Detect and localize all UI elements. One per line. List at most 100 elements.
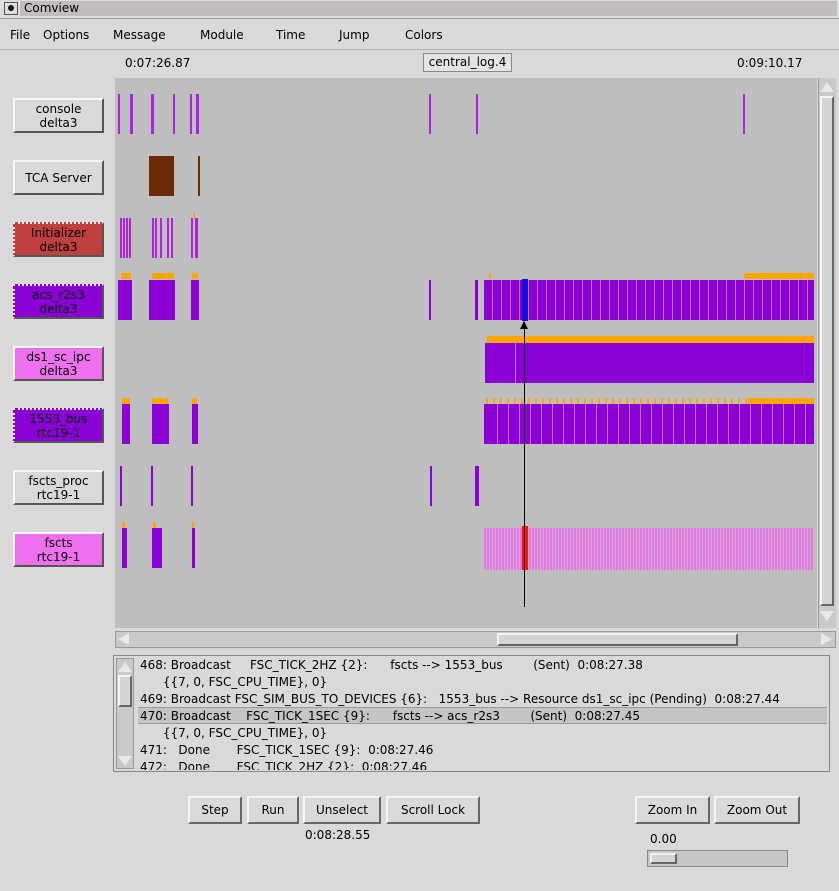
timeline-tick[interactable] bbox=[794, 404, 795, 444]
timeline-tick[interactable] bbox=[717, 404, 718, 444]
zoom-in-button[interactable]: Zoom In bbox=[635, 796, 710, 824]
timeline-tick[interactable] bbox=[673, 404, 674, 444]
timeline-tick[interactable] bbox=[727, 528, 729, 570]
timeline-marker[interactable] bbox=[703, 398, 705, 404]
timeline-tick[interactable] bbox=[499, 528, 501, 570]
menu-message[interactable]: Message bbox=[113, 28, 166, 42]
timeline-marker[interactable] bbox=[626, 398, 628, 404]
timeline-tick[interactable] bbox=[790, 528, 792, 570]
timeline-marker[interactable] bbox=[121, 273, 131, 279]
timeline-tick[interactable] bbox=[511, 528, 513, 570]
timeline-marker[interactable] bbox=[489, 273, 491, 279]
timeline-event-bar[interactable] bbox=[122, 528, 127, 568]
scroll-up-icon[interactable] bbox=[118, 661, 132, 673]
title-area[interactable]: Comview bbox=[20, 1, 837, 16]
timeline-tick[interactable] bbox=[802, 528, 804, 570]
timeline-tick[interactable] bbox=[670, 528, 672, 570]
timeline-tick[interactable] bbox=[751, 528, 753, 570]
timeline-tick[interactable] bbox=[574, 404, 575, 444]
timeline-tick[interactable] bbox=[771, 280, 772, 320]
timeline-tick[interactable] bbox=[629, 404, 630, 444]
timeline-tick[interactable] bbox=[559, 528, 561, 570]
timeline-tick[interactable] bbox=[568, 528, 570, 570]
timeline-tick[interactable] bbox=[685, 528, 687, 570]
timeline-tick[interactable] bbox=[688, 528, 690, 570]
timeline-tick[interactable] bbox=[577, 528, 579, 570]
timeline-tick[interactable] bbox=[640, 528, 642, 570]
timeline-tick[interactable] bbox=[634, 528, 636, 570]
timeline-tick[interactable] bbox=[807, 280, 808, 320]
scroll-thumb[interactable] bbox=[118, 675, 132, 707]
timeline-tick[interactable] bbox=[541, 528, 543, 570]
timeline-tick[interactable] bbox=[750, 404, 751, 444]
timeline-tick[interactable] bbox=[783, 404, 784, 444]
timeline-tick[interactable] bbox=[508, 404, 509, 444]
timeline-event-bar[interactable] bbox=[130, 94, 133, 134]
timeline-tick[interactable] bbox=[805, 404, 806, 444]
timeline-event-bar[interactable] bbox=[167, 218, 169, 258]
scroll-thumb[interactable] bbox=[820, 96, 834, 606]
timeline-event-bar[interactable] bbox=[120, 218, 122, 258]
timeline-tick[interactable] bbox=[535, 528, 537, 570]
timeline-marker[interactable] bbox=[542, 398, 544, 404]
timeline-tick[interactable] bbox=[487, 528, 489, 570]
timeline-tick[interactable] bbox=[733, 528, 735, 570]
timeline-tick[interactable] bbox=[672, 280, 673, 320]
timeline-tick[interactable] bbox=[744, 280, 745, 320]
timeline-tick[interactable] bbox=[492, 280, 493, 320]
timeline-marker[interactable] bbox=[710, 398, 712, 404]
timeline-tick[interactable] bbox=[787, 528, 789, 570]
timeline-tick[interactable] bbox=[679, 528, 681, 570]
timeline-marker[interactable] bbox=[731, 398, 733, 404]
message-line[interactable]: 469: Broadcast FSC_SIM_BUS_TO_DEVICES {6… bbox=[140, 692, 780, 706]
timeline-tick[interactable] bbox=[618, 404, 619, 444]
timeline-tick[interactable] bbox=[717, 280, 718, 320]
timeline-tick[interactable] bbox=[798, 280, 799, 320]
timeline-tick[interactable] bbox=[493, 528, 495, 570]
timeline-marker[interactable] bbox=[193, 213, 195, 218]
timeline-tick[interactable] bbox=[616, 528, 618, 570]
timeline-tick[interactable] bbox=[515, 343, 516, 383]
timeline-tick[interactable] bbox=[586, 528, 588, 570]
timeline-tick[interactable] bbox=[754, 528, 756, 570]
timeline-marker[interactable] bbox=[486, 398, 488, 404]
timeline-tick[interactable] bbox=[718, 528, 720, 570]
timeline-tick[interactable] bbox=[520, 528, 522, 570]
timeline-tick[interactable] bbox=[808, 528, 810, 570]
timeline-canvas[interactable] bbox=[115, 78, 817, 628]
timeline-tick[interactable] bbox=[538, 528, 540, 570]
timeline-tick[interactable] bbox=[645, 280, 646, 320]
timeline-tick[interactable] bbox=[565, 528, 567, 570]
timeline-tick[interactable] bbox=[706, 404, 707, 444]
timeline-tick[interactable] bbox=[631, 528, 633, 570]
timeline-marker[interactable] bbox=[689, 398, 691, 404]
timeline-marker[interactable] bbox=[738, 398, 740, 404]
timeline-tick[interactable] bbox=[663, 280, 664, 320]
timeline-marker[interactable] bbox=[675, 398, 677, 404]
timeline-tick[interactable] bbox=[607, 404, 608, 444]
timeline-marker[interactable] bbox=[717, 398, 719, 404]
timeline-tick[interactable] bbox=[709, 528, 711, 570]
timeline-tick[interactable] bbox=[769, 528, 771, 570]
timeline-event-bar[interactable] bbox=[151, 466, 153, 506]
timeline-event-bar[interactable] bbox=[475, 466, 479, 506]
timeline-marker[interactable] bbox=[153, 522, 156, 528]
timeline-tick[interactable] bbox=[583, 528, 585, 570]
timeline-marker[interactable] bbox=[605, 398, 607, 404]
timeline-tick[interactable] bbox=[699, 280, 700, 320]
module-button-initializer[interactable]: Initializer delta3 bbox=[13, 222, 104, 257]
timeline-marker[interactable] bbox=[549, 398, 551, 404]
timeline-tick[interactable] bbox=[529, 528, 531, 570]
timeline-tick[interactable] bbox=[761, 404, 762, 444]
timeline-tick[interactable] bbox=[682, 528, 684, 570]
timeline-event-bar[interactable] bbox=[429, 280, 431, 320]
timeline-tick[interactable] bbox=[775, 528, 777, 570]
timeline-event-bar[interactable] bbox=[192, 404, 198, 444]
timeline-tick[interactable] bbox=[636, 280, 637, 320]
timeline-event-bar[interactable] bbox=[149, 280, 175, 320]
timeline-tick[interactable] bbox=[640, 404, 641, 444]
timeline-event-bar[interactable] bbox=[430, 466, 432, 506]
timeline-tick[interactable] bbox=[681, 280, 682, 320]
timeline-tick[interactable] bbox=[739, 404, 740, 444]
timeline-event-bar[interactable] bbox=[152, 218, 154, 258]
